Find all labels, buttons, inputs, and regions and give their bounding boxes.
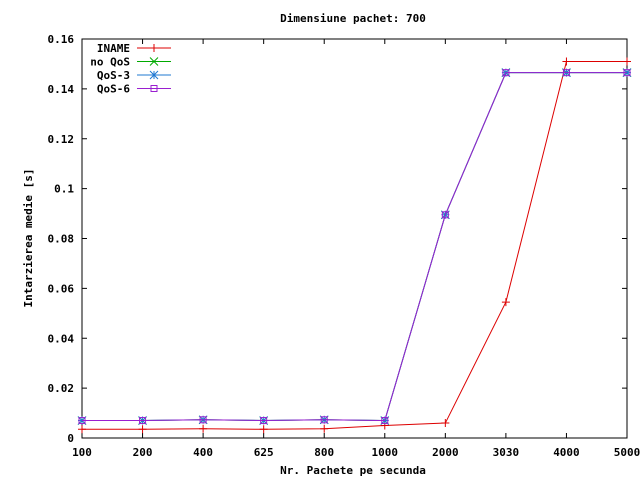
data-point — [139, 417, 147, 425]
data-point — [199, 424, 208, 433]
legend-label: QoS-6 — [97, 83, 130, 96]
data-point — [441, 211, 449, 219]
legend-marker — [150, 44, 158, 52]
y-tick-label: 0.04 — [48, 332, 75, 345]
series-line-qos-6 — [82, 72, 627, 422]
data-point — [562, 57, 571, 66]
legend-marker — [149, 57, 159, 66]
y-tick-label: 0.08 — [48, 233, 75, 246]
data-point — [78, 425, 86, 434]
data-point — [320, 416, 328, 424]
data-point — [381, 417, 389, 425]
x-tick-label: 625 — [254, 446, 274, 459]
y-tick-label: 0.14 — [48, 83, 75, 96]
y-tick-label: 0.16 — [48, 33, 75, 46]
data-point — [320, 424, 329, 433]
y-tick-label: 0.02 — [48, 382, 75, 395]
series-line-iname — [82, 60, 627, 430]
data-point — [562, 69, 570, 77]
data-point — [502, 69, 510, 77]
data-point — [138, 425, 147, 434]
x-tick-label: 100 — [72, 446, 92, 459]
legend-marker — [149, 70, 159, 80]
x-tick-label: 4000 — [553, 446, 580, 459]
x-tick-label: 1000 — [372, 446, 399, 459]
data-point — [623, 69, 631, 77]
x-tick-label: 200 — [133, 446, 153, 459]
data-point — [441, 419, 450, 428]
data-point — [199, 416, 207, 424]
data-point — [501, 298, 510, 307]
y-tick-label: 0.1 — [54, 183, 74, 196]
x-tick-label: 2000 — [432, 446, 459, 459]
data-point — [259, 425, 268, 434]
series-group — [77, 57, 632, 434]
x-axis-label: Nr. Pachete pe secunda — [280, 464, 426, 477]
y-tick-label: 0 — [67, 432, 74, 445]
data-point — [78, 417, 86, 425]
y-tick-label: 0.12 — [48, 133, 75, 146]
series-line-no-qos — [82, 72, 627, 422]
axes: 100 200 400 625 800 1000 2000 3030 4000 5000 0 0.02… — [48, 33, 640, 459]
x-tick-label: 400 — [193, 446, 213, 459]
chart-title: Dimensiune pachet: 700 — [280, 12, 426, 25]
data-point — [623, 57, 631, 66]
plot-frame — [81, 38, 628, 439]
legend-label: no QoS — [90, 56, 130, 69]
data-point — [260, 417, 268, 425]
y-axis-label: Intarzierea medie [s] — [22, 168, 35, 307]
legend-marker — [150, 85, 158, 92]
legend-label: QoS-3 — [97, 69, 130, 82]
legend-label: INAME — [97, 42, 130, 55]
x-tick-label: 5000 — [614, 446, 640, 459]
series-line-qos-3 — [82, 72, 627, 422]
x-tick-label: 3030 — [493, 446, 520, 459]
x-tick-label: 800 — [314, 446, 334, 459]
y-tick-label: 0.06 — [48, 282, 75, 295]
